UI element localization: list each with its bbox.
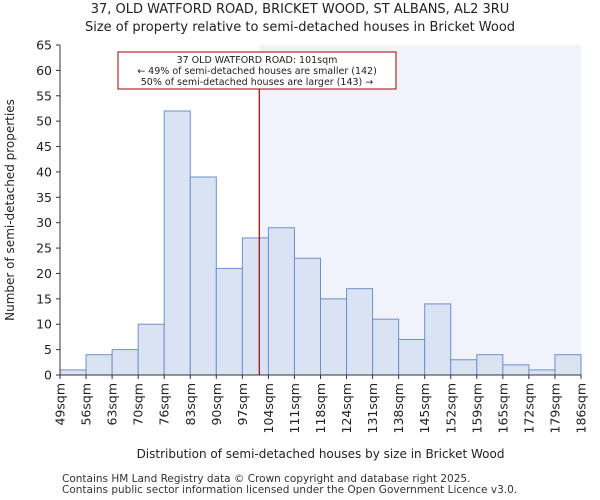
y-tick-label: 45: [36, 139, 52, 154]
bar-104sqm: [267, 227, 295, 376]
bar-138sqm: [398, 338, 426, 376]
x-tick-label: 90sqm: [209, 383, 224, 426]
y-tick-label: 30: [36, 215, 52, 230]
annotation-line-2: ← 49% of semi-detached houses are smalle…: [137, 66, 377, 77]
x-tick-label: 179sqm: [547, 383, 562, 433]
bar-131sqm: [372, 318, 400, 376]
y-tick-label: 35: [36, 190, 52, 205]
x-tick-label: 131sqm: [365, 383, 380, 433]
footer-licence: Contains public sector information licen…: [62, 484, 518, 496]
x-tick-label: 172sqm: [521, 383, 536, 433]
x-axis-label: Distribution of semi-detached houses by …: [137, 447, 505, 461]
y-tick-label: 50: [36, 114, 52, 129]
x-tick-label: 159sqm: [469, 383, 484, 433]
bar-124sqm: [346, 288, 374, 376]
y-tick-label: 10: [36, 317, 52, 332]
annotation-line-1: 37 OLD WATFORD ROAD: 101sqm: [177, 55, 338, 66]
x-tick-label: 70sqm: [131, 383, 146, 426]
x-tick-label: 111sqm: [287, 383, 302, 433]
annotation-box: [117, 51, 397, 90]
x-tick-label: 56sqm: [79, 383, 94, 426]
x-tick-label: 124sqm: [339, 383, 354, 433]
bar-172sqm: [528, 369, 556, 376]
y-tick-label: 0: [44, 368, 52, 383]
y-axis-label: Number of semi-detached properties: [3, 99, 17, 321]
x-tick-label: 104sqm: [261, 383, 276, 433]
y-tick-label: 25: [36, 241, 52, 256]
bar-159sqm: [476, 354, 504, 376]
bar-83sqm: [189, 176, 217, 376]
bar-76sqm: [163, 110, 191, 376]
y-tick-label: 5: [44, 342, 52, 357]
x-tick-label: 138sqm: [391, 383, 406, 433]
x-tick-label: 145sqm: [417, 383, 432, 433]
x-tick-label: 76sqm: [157, 383, 172, 426]
y-tick-label: 65: [36, 38, 52, 53]
bar-179sqm: [554, 354, 582, 376]
x-tick-label: 118sqm: [313, 383, 328, 433]
x-tick-label: 63sqm: [105, 383, 120, 426]
bar-118sqm: [320, 298, 348, 376]
x-tick-label: 49sqm: [53, 383, 68, 426]
bar-70sqm: [137, 323, 165, 376]
y-tick-label: 55: [36, 88, 52, 103]
x-tick-label: 165sqm: [495, 383, 510, 433]
bar-56sqm: [85, 354, 113, 376]
bar-152sqm: [450, 359, 478, 376]
x-tick-label: 97sqm: [235, 383, 250, 426]
y-tick-label: 60: [36, 63, 52, 78]
bar-63sqm: [111, 349, 139, 376]
x-tick-label: 152sqm: [443, 383, 458, 433]
chart-subtitle: Size of property relative to semi-detach…: [84, 20, 516, 35]
bar-111sqm: [293, 257, 322, 376]
footer-copyright: Contains HM Land Registry data © Crown c…: [62, 473, 471, 485]
x-tick-label: 186sqm: [574, 383, 589, 433]
bar-145sqm: [424, 303, 452, 376]
bar-165sqm: [502, 364, 530, 376]
chart-title: 37, OLD WATFORD ROAD, BRICKET WOOD, ST A…: [90, 2, 510, 17]
y-tick-label: 20: [36, 266, 52, 281]
x-tick-label: 83sqm: [183, 383, 198, 426]
annotation-line-3: 50% of semi-detached houses are larger (…: [141, 77, 374, 88]
bar-97sqm: [241, 237, 269, 376]
y-tick-label: 15: [36, 291, 52, 306]
bar-49sqm: [59, 369, 87, 376]
bar-90sqm: [215, 267, 243, 376]
y-tick-label: 40: [36, 164, 52, 179]
property-annotation: 37 OLD WATFORD ROAD: 101sqm ← 49% of sem…: [117, 51, 397, 90]
